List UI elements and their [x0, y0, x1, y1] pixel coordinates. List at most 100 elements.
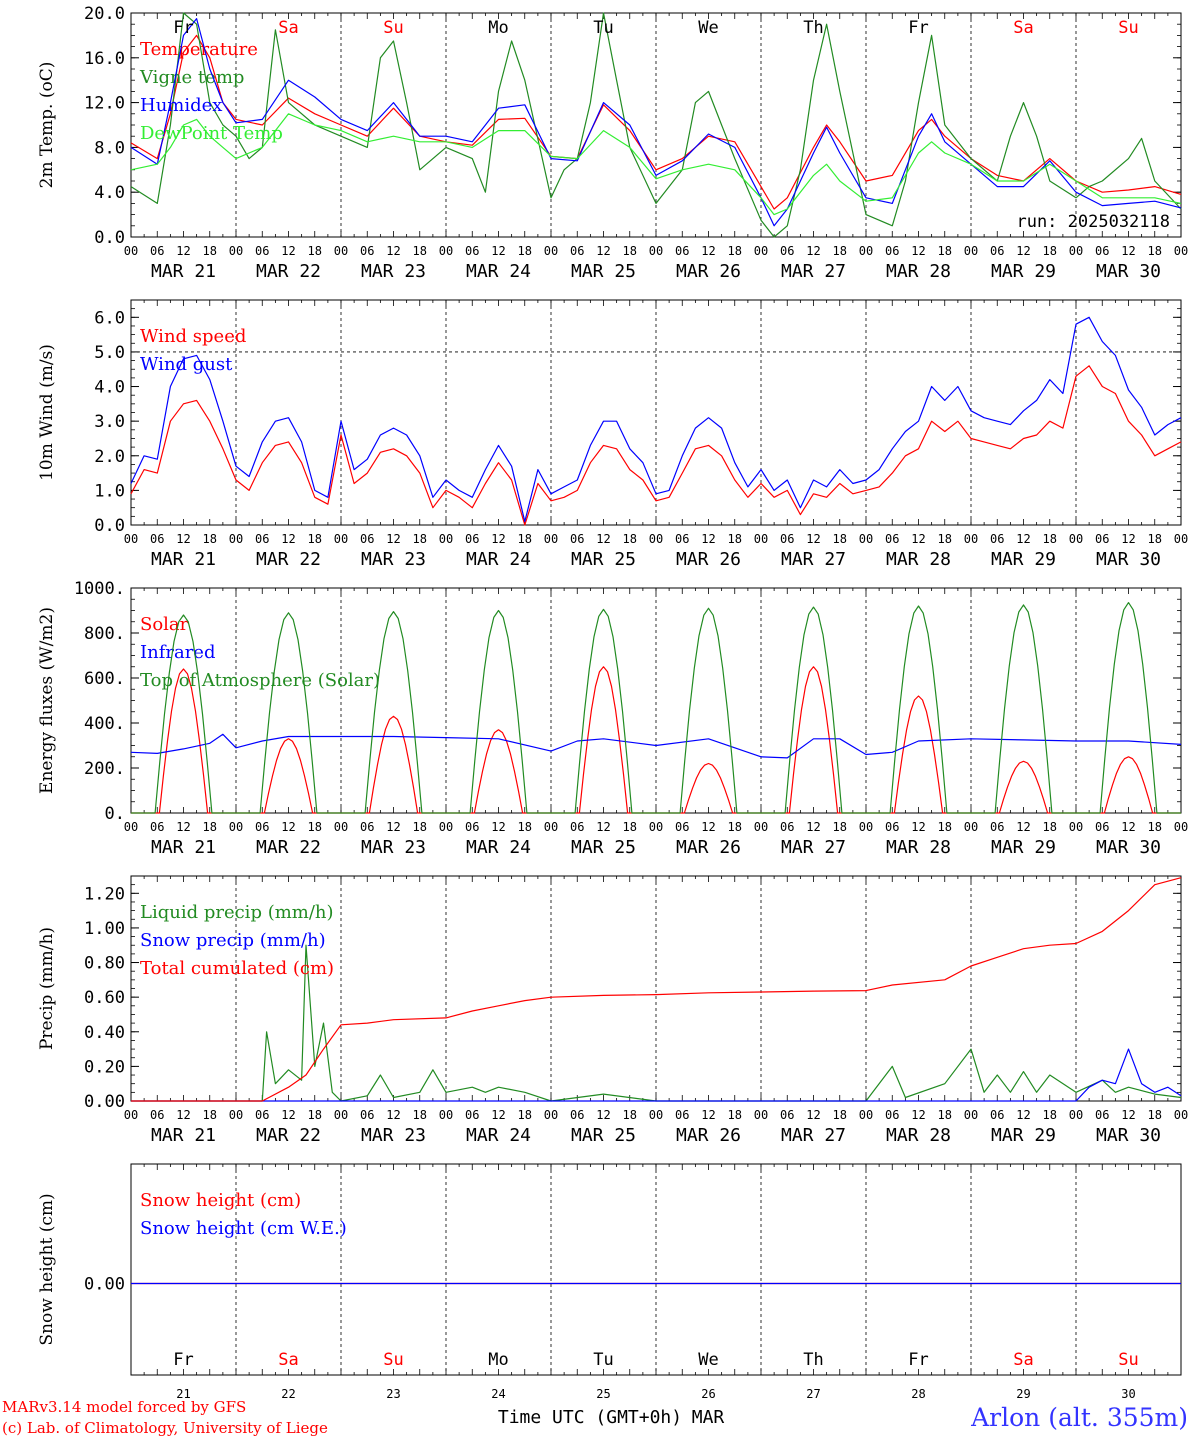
hour-label: 18	[1043, 244, 1057, 258]
date-label: MAR 29	[991, 549, 1056, 570]
weekday-label: Sa	[1013, 18, 1033, 38]
hour-label: 18	[938, 820, 952, 834]
weekday-label: Mo	[488, 1350, 508, 1370]
hour-label: 00	[544, 1108, 558, 1122]
hour-label: 18	[203, 820, 217, 834]
hour-label: 12	[596, 244, 610, 258]
hour-label: 12	[596, 532, 610, 546]
hour-label: 12	[386, 532, 400, 546]
weekday-label: We	[698, 1350, 718, 1370]
y-tick-label: 0.00	[84, 1275, 125, 1295]
y-tick-label: 4.0	[94, 378, 125, 398]
hour-label: 06	[675, 820, 689, 834]
hour-label: 18	[833, 244, 847, 258]
date-label: MAR 29	[991, 261, 1056, 282]
date-label: MAR 23	[361, 261, 426, 282]
series-line	[130, 316, 1182, 523]
hour-label: 18	[938, 532, 952, 546]
hour-label: 00	[229, 532, 243, 546]
hour-label: 12	[1016, 820, 1030, 834]
date-label: MAR 27	[781, 549, 846, 570]
hour-label: 12	[701, 820, 715, 834]
weekday-label: Sa	[278, 1350, 298, 1370]
hour-label: 06	[360, 532, 374, 546]
hour-label: 18	[308, 1108, 322, 1122]
y-tick-label: 3.0	[94, 412, 125, 432]
y-tick-label: 0.00	[84, 1092, 125, 1112]
hour-label: 00	[229, 244, 243, 258]
hour-label: 00	[334, 244, 348, 258]
date-label: MAR 24	[466, 549, 531, 570]
x-axis-label: Time UTC (GMT+0h)	[498, 1407, 682, 1428]
hour-label: 12	[491, 1108, 505, 1122]
hour-label: 06	[570, 820, 584, 834]
date-label: MAR 24	[466, 261, 531, 282]
hour-label: 12	[386, 244, 400, 258]
hour-label: 00	[649, 1108, 663, 1122]
hour-label: 00	[1174, 1108, 1188, 1122]
date-label: MAR 28	[886, 1125, 951, 1146]
y-tick-label: 1.20	[84, 884, 125, 904]
hour-label: 00	[964, 1108, 978, 1122]
hour-label: 18	[1043, 1108, 1057, 1122]
hour-label: 06	[885, 244, 899, 258]
hour-label: 06	[990, 820, 1004, 834]
series-line	[131, 1048, 1182, 1102]
date-label: MAR 28	[886, 837, 951, 858]
date-label: MAR 23	[361, 837, 426, 858]
hour-label: 00	[1069, 244, 1083, 258]
hour-label: 12	[491, 244, 505, 258]
hour-label: 18	[728, 820, 742, 834]
legend-entry: Snow precip (mm/h)	[140, 930, 326, 951]
date-label: MAR 28	[886, 261, 951, 282]
hour-label: 18	[1043, 820, 1057, 834]
hour-label: 18	[623, 244, 637, 258]
y-tick-label: 5.0	[94, 343, 125, 363]
weekday-label: Th	[803, 1350, 823, 1370]
hour-label: 18	[1148, 820, 1162, 834]
hour-label: 06	[465, 532, 479, 546]
hour-label: 12	[1016, 532, 1030, 546]
weekday-label: Sa	[278, 18, 298, 38]
hour-label: 00	[544, 820, 558, 834]
y-tick-label: 400.	[84, 714, 125, 734]
weekday-label: Fr	[173, 18, 193, 38]
hour-label: 06	[150, 244, 164, 258]
series-line	[131, 602, 1181, 814]
hour-label: 12	[1121, 820, 1135, 834]
series-line	[130, 34, 1182, 210]
hour-label: 06	[1095, 1108, 1109, 1122]
hour-label: 12	[281, 532, 295, 546]
date-label: MAR 21	[151, 1125, 216, 1146]
legend-entry: Snow height (cm W.E.)	[140, 1218, 347, 1239]
hour-label: 06	[570, 1108, 584, 1122]
hour-label: 06	[780, 244, 794, 258]
date-label: MAR 27	[781, 1125, 846, 1146]
hour-label: 00	[1069, 820, 1083, 834]
hour-label: 18	[308, 244, 322, 258]
hour-label: 12	[176, 1108, 190, 1122]
hour-label: 18	[518, 532, 532, 546]
hour-label: 00	[124, 820, 138, 834]
hour-label: 06	[885, 820, 899, 834]
hour-label: 06	[360, 244, 374, 258]
hour-label: 12	[701, 532, 715, 546]
y-tick-label: 0.40	[84, 1023, 125, 1043]
hour-label: 06	[255, 1108, 269, 1122]
legend-entry: Temperature	[140, 39, 258, 60]
station-name: Arlon (alt. 355m)	[971, 1403, 1188, 1432]
hour-label: 00	[649, 532, 663, 546]
day-number-label: 26	[701, 1387, 715, 1401]
hour-label: 12	[806, 1108, 820, 1122]
date-label: MAR 22	[256, 1125, 321, 1146]
date-label: MAR 28	[886, 549, 951, 570]
hour-label: 00	[859, 244, 873, 258]
hour-label: 00	[1174, 820, 1188, 834]
hour-label: 00	[859, 820, 873, 834]
hour-label: 18	[413, 532, 427, 546]
hour-label: 18	[203, 1108, 217, 1122]
hour-label: 06	[675, 532, 689, 546]
hour-label: 18	[1148, 532, 1162, 546]
hour-label: 00	[964, 244, 978, 258]
